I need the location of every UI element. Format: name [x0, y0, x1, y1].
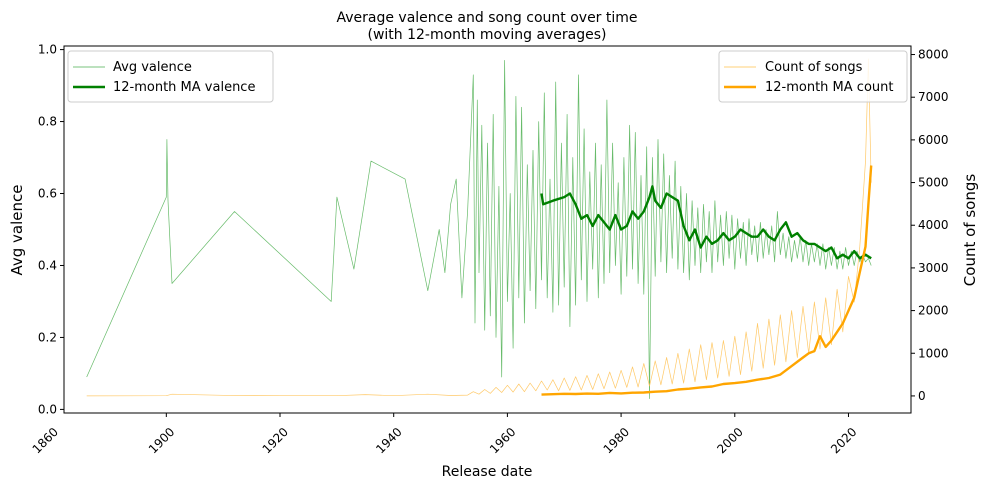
x-tick-label: 2020 [828, 425, 859, 456]
x-tick-label: 1940 [373, 425, 404, 456]
left-y-tick-label: 0.2 [38, 330, 57, 344]
right-y-tick-label: 2000 [918, 304, 949, 318]
legend-label-count: Count of songs [765, 60, 863, 75]
right-y-tick-label: 1000 [918, 346, 949, 360]
right-y-axis-label: Count of songs [961, 174, 979, 287]
left-y-tick-label: 0.4 [38, 258, 57, 272]
right-y-tick-label: 0 [918, 389, 926, 403]
x-tick-label: 1960 [487, 425, 518, 456]
series-line-12-month-ma-valence [540, 185, 872, 260]
legend-label-ma-count: 12-month MA count [765, 80, 893, 95]
series-line-avg-valence [86, 60, 872, 399]
legend-right-box [718, 50, 908, 103]
x-axis-label: Release date [442, 464, 533, 480]
series-layer [86, 58, 873, 399]
right-y-axis: 0 1000 2000 3000 4000 5000 6000 7000 8000 [911, 48, 949, 403]
left-y-tick-label: 1.0 [38, 43, 57, 57]
legend-label-avg-valence: Avg valence [113, 60, 192, 75]
chart-subtitle: (with 12-month moving averages) [367, 27, 606, 43]
left-y-tick-label: 0.0 [38, 402, 57, 416]
x-tick-label: 1860 [30, 425, 61, 456]
left-y-axis: 0.0 0.2 0.4 0.6 0.8 1.0 [38, 43, 64, 416]
series-line-count-of-songs [86, 58, 872, 397]
chart-title: Average valence and song count over time [336, 10, 637, 26]
series-line-12-month-ma-count [541, 165, 873, 396]
left-y-tick-label: 0.6 [38, 187, 57, 201]
x-tick-label: 2000 [714, 425, 745, 456]
right-y-tick-label: 3000 [918, 261, 949, 275]
x-tick-label: 1900 [146, 425, 177, 456]
legend-label-ma-valence: 12-month MA valence [113, 80, 255, 95]
x-tick-label: 1980 [601, 425, 632, 456]
x-tick-label: 1920 [260, 425, 291, 456]
left-y-axis-label: Avg valence [8, 185, 26, 276]
legend-left-box [67, 50, 274, 103]
right-y-tick-label: 7000 [918, 90, 949, 104]
plot-frame [63, 45, 912, 414]
left-y-tick-label: 0.8 [38, 115, 57, 129]
legend-left: Avg valence 12-month MA valence [67, 50, 274, 103]
right-y-tick-label: 4000 [918, 218, 949, 232]
x-axis: 1900 1920 1940 1960 1980 2000 2020 1860 [30, 413, 860, 456]
right-y-tick-label: 6000 [918, 133, 949, 147]
right-y-tick-label: 8000 [918, 48, 949, 62]
right-y-tick-label: 5000 [918, 176, 949, 190]
legend-right: Count of songs 12-month MA count [718, 50, 908, 103]
